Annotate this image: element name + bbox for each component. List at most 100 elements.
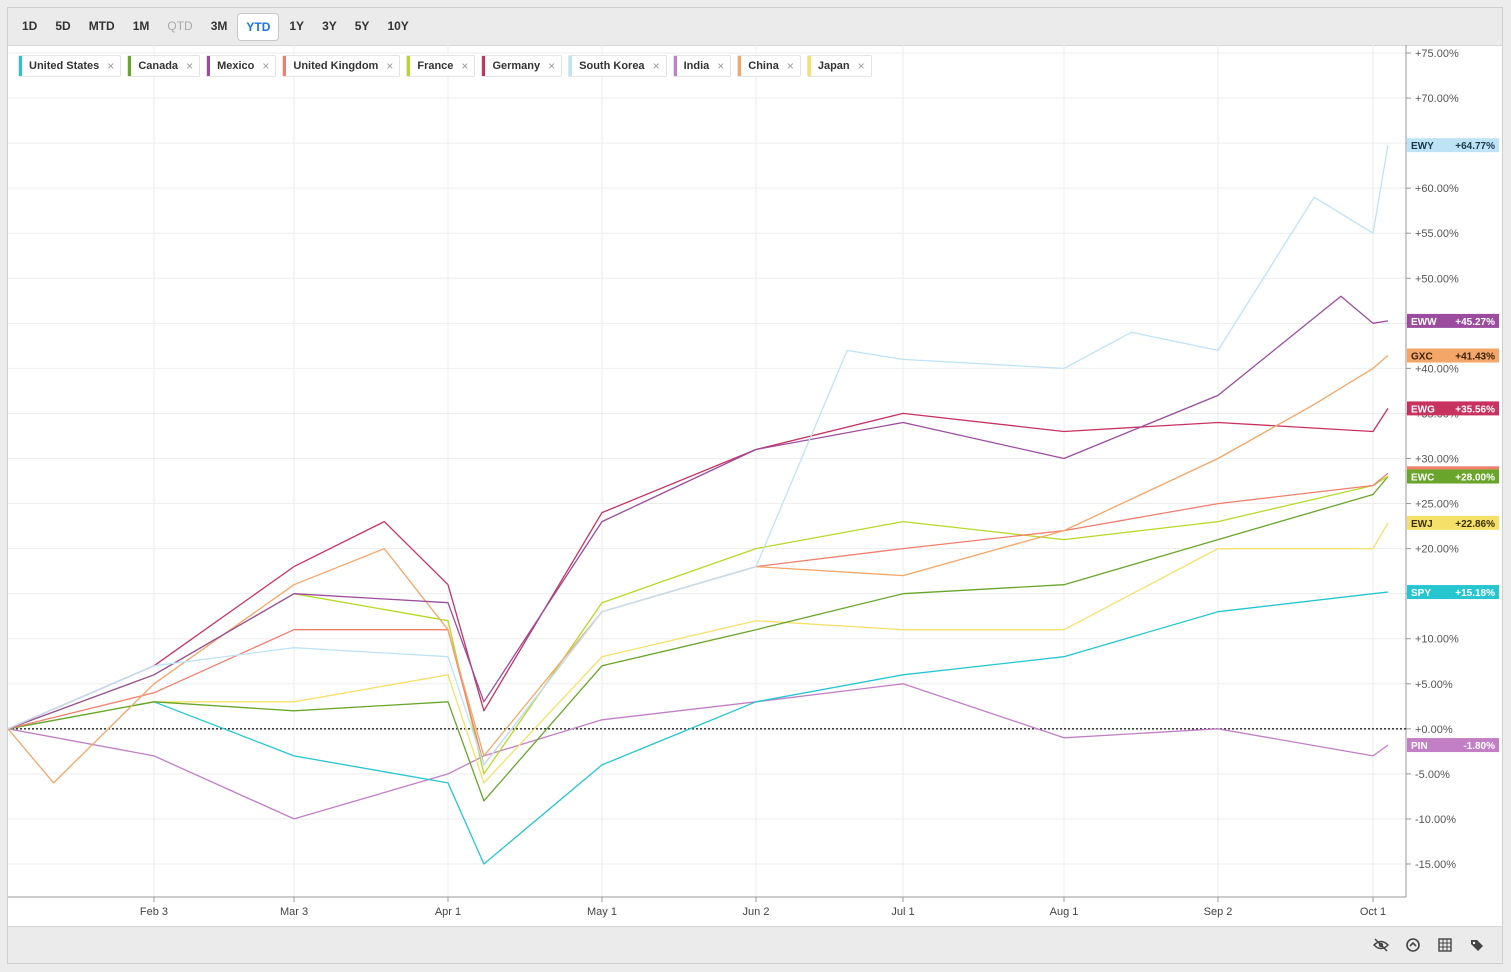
series-tag-ewc: EWC +28.00%	[1407, 469, 1499, 484]
legend-item-india[interactable]: India ×	[672, 55, 732, 77]
legend-label: Mexico	[217, 60, 255, 72]
legend-item-united-kingdom[interactable]: United Kingdom ×	[282, 55, 401, 77]
legend-item-japan[interactable]: Japan ×	[806, 55, 872, 77]
range-ytd-button[interactable]: YTD	[237, 13, 280, 41]
range-mtd-button[interactable]: MTD	[88, 19, 115, 33]
close-icon[interactable]: ×	[786, 59, 794, 73]
y-tick-label: +5.00%	[1415, 679, 1453, 691]
y-tick-label: +55.00%	[1415, 228, 1459, 240]
series-tag-ewy: EWY +64.77%	[1407, 138, 1499, 153]
series-tag-value: +64.77%	[1455, 141, 1495, 152]
x-tick-label: Jul 1	[891, 906, 914, 918]
close-icon[interactable]: ×	[461, 59, 469, 73]
performance-chart: +75.00%+70.00%+65.00%+60.00%+55.00%+50.0…	[8, 45, 1499, 918]
close-icon[interactable]: ×	[262, 59, 270, 73]
series-tag-ticker: EWY	[1411, 141, 1434, 152]
x-tick-label: Oct 1	[1360, 906, 1386, 918]
series-line-pin	[8, 683, 1389, 820]
compare-icon[interactable]	[1404, 936, 1422, 954]
legend-item-united-states[interactable]: United States ×	[18, 55, 122, 77]
series-tag-ticker: EWC	[1411, 473, 1434, 484]
y-tick-label: -10.00%	[1415, 814, 1456, 826]
legend-label: France	[417, 60, 454, 72]
x-tick-label: Jun 2	[743, 906, 770, 918]
legend-label: India	[683, 60, 710, 72]
close-icon[interactable]: ×	[548, 59, 556, 73]
y-tick-label: +0.00%	[1415, 724, 1453, 736]
close-icon[interactable]: ×	[107, 59, 115, 73]
y-tick-label: +25.00%	[1415, 499, 1459, 511]
legend-swatch	[482, 56, 486, 76]
range-toolbar: 1D 5D MTD 1M QTD 3M YTD 1Y 3Y 5Y 10Y	[8, 8, 1502, 46]
range-3y-button[interactable]: 3Y	[322, 19, 337, 33]
series-tag-eww: EWW +45.27%	[1407, 313, 1499, 328]
x-tick-label: May 1	[587, 906, 617, 918]
series-tag-ticker: EWW	[1411, 317, 1437, 328]
legend-label: Japan	[817, 60, 850, 72]
legend-label: South Korea	[579, 60, 645, 72]
range-3m-button[interactable]: 3M	[210, 19, 228, 33]
range-1m-button[interactable]: 1M	[132, 19, 150, 33]
series-tag-ticker: GXC	[1411, 352, 1433, 363]
legend-item-germany[interactable]: Germany ×	[481, 55, 563, 77]
range-5y-button[interactable]: 5Y	[354, 19, 370, 33]
legend-label: United States	[29, 60, 100, 72]
legend-item-china[interactable]: China ×	[737, 55, 801, 77]
series-line-eww	[8, 295, 1389, 730]
legend-swatch	[673, 56, 677, 76]
series-tag-pin: PIN -1.80%	[1407, 738, 1499, 753]
hide-icon[interactable]	[1372, 936, 1390, 954]
close-icon[interactable]: ×	[717, 59, 725, 73]
legend-item-canada[interactable]: Canada ×	[127, 55, 201, 77]
x-tick-label: Aug 1	[1050, 906, 1079, 918]
table-icon[interactable]	[1436, 936, 1454, 954]
y-tick-label: -5.00%	[1415, 769, 1450, 781]
range-1y-button[interactable]: 1Y	[289, 19, 305, 33]
series-tag-bg	[1407, 348, 1499, 363]
series-tag-ewg: EWG +35.56%	[1407, 401, 1499, 416]
y-tick-label: +75.00%	[1415, 48, 1459, 60]
x-tick-label: Sep 2	[1204, 906, 1233, 918]
legend-item-mexico[interactable]: Mexico ×	[206, 55, 277, 77]
range-10y-button[interactable]: 10Y	[387, 19, 409, 33]
legend-swatch	[738, 56, 742, 76]
series-tag-value: +28.00%	[1455, 473, 1495, 484]
y-tick-label: +40.00%	[1415, 363, 1459, 375]
series-tag-bg	[1407, 401, 1499, 416]
series-line-ewy	[8, 145, 1389, 766]
range-qtd-button[interactable]: QTD	[167, 19, 193, 33]
x-tick-label: Feb 3	[140, 906, 168, 918]
legend-label: China	[748, 60, 779, 72]
series-tag-ticker: EWG	[1411, 404, 1435, 415]
series-tag-ticker: EWJ	[1411, 519, 1433, 530]
legend-swatch	[207, 56, 211, 76]
legend-swatch	[128, 56, 132, 76]
y-tick-label: +30.00%	[1415, 454, 1459, 466]
range-1d-button[interactable]: 1D	[22, 19, 38, 33]
x-tick-label: Mar 3	[280, 906, 308, 918]
legend-item-france[interactable]: France ×	[406, 55, 476, 77]
legend: United States × Canada × Mexico × United Kingd…	[18, 55, 872, 77]
range-5d-button[interactable]: 5D	[55, 19, 71, 33]
series-tag-bg	[1407, 738, 1499, 753]
series-tag-bg	[1407, 515, 1499, 530]
close-icon[interactable]: ×	[386, 59, 394, 73]
series-tag-bg	[1407, 469, 1499, 484]
series-tag-value: +41.43%	[1455, 352, 1495, 363]
legend-label: United Kingdom	[293, 60, 379, 72]
series-line-ewj	[8, 522, 1389, 784]
series-tag-bg	[1407, 313, 1499, 328]
close-icon[interactable]: ×	[652, 59, 660, 73]
series-tag-value: +15.18%	[1455, 588, 1495, 599]
tags-icon[interactable]	[1468, 936, 1486, 954]
close-icon[interactable]: ×	[857, 59, 865, 73]
legend-swatch	[407, 56, 411, 76]
legend-item-south-korea[interactable]: South Korea ×	[568, 55, 667, 77]
series-tag-ticker: SPY	[1411, 588, 1431, 599]
y-tick-label: +60.00%	[1415, 183, 1459, 195]
close-icon[interactable]: ×	[186, 59, 194, 73]
series-tag-ewj: EWJ +22.86%	[1407, 515, 1499, 530]
legend-swatch	[569, 56, 573, 76]
bottom-toolbar	[8, 926, 1502, 963]
legend-label: Germany	[492, 60, 541, 72]
